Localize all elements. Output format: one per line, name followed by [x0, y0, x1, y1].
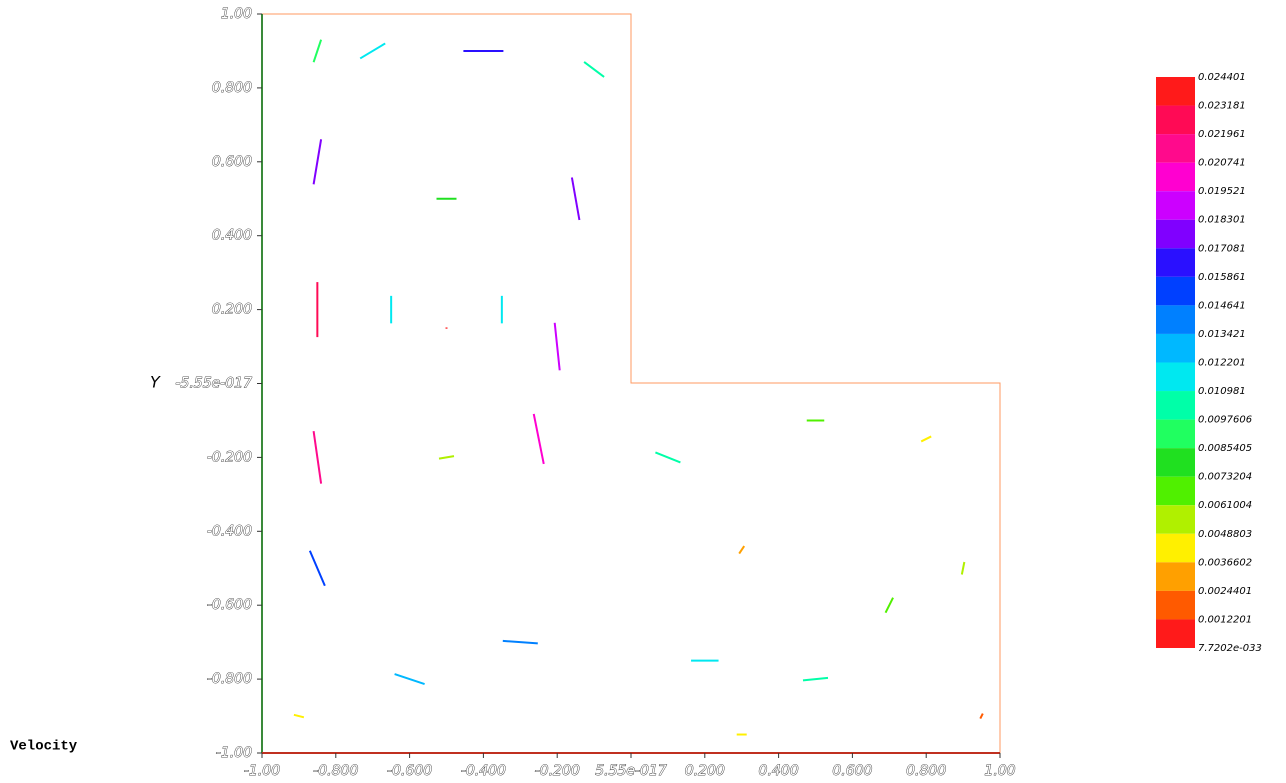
colorbar-band [1156, 191, 1195, 220]
colorbar-band [1156, 134, 1195, 163]
x-tick-label: -1.00 [244, 763, 280, 779]
colorbar-label: 7.7202e-033 [1198, 643, 1262, 654]
colorbar-label: 0.019521 [1198, 186, 1246, 197]
colorbar-band [1156, 590, 1195, 620]
colorbar-band [1156, 419, 1195, 449]
colorbar-band [1156, 162, 1195, 192]
y-tick-label: 0.200 [212, 302, 252, 318]
velocity-vector [532, 413, 545, 465]
colorbar-label: 0.020741 [1198, 158, 1246, 169]
colorbar-band [1156, 391, 1195, 420]
y-tick-label: 0.400 [212, 228, 252, 244]
velocity-vector [359, 42, 386, 60]
y-tick-label: 1.00 [221, 6, 252, 22]
colorbar-label: 0.013421 [1198, 329, 1246, 340]
colorbar-band [1156, 476, 1195, 506]
velocity-vector [502, 639, 538, 645]
x-tick-label: 5.55e-017 [595, 763, 667, 779]
velocity-vector [312, 431, 323, 484]
velocity-vector [583, 61, 605, 78]
colorbar-band [1156, 219, 1195, 249]
y-tick-label: -0.800 [207, 671, 252, 687]
velocity-vector [738, 545, 746, 555]
colorbar-band [1156, 533, 1195, 563]
velocity-vector [553, 322, 561, 371]
colorbar-label: 0.017081 [1198, 243, 1246, 254]
y-tick-label: 0.800 [212, 80, 252, 96]
velocity-vector [312, 139, 323, 185]
velocity-vector [655, 451, 681, 464]
colorbar-band [1156, 276, 1195, 306]
colorbar-band [1156, 333, 1195, 363]
colorbar-band [1156, 505, 1195, 534]
colorbar-label: 0.0085405 [1198, 443, 1252, 454]
velocity-vector [979, 713, 984, 719]
velocity-vector [394, 673, 425, 686]
colorbar-label: 0.015861 [1198, 272, 1246, 283]
colorbar-label: 0.024401 [1198, 72, 1246, 83]
colorbar-band [1156, 562, 1195, 591]
colorbar-band [1156, 362, 1195, 392]
x-tick-label: 0.600 [832, 763, 872, 779]
x-tick-label: -0.400 [461, 763, 506, 779]
x-tick-label: 0.800 [906, 763, 946, 779]
x-tick-label: 1.00 [984, 763, 1015, 779]
colorbar-label: 0.0097606 [1198, 415, 1252, 426]
x-tick-label: 0.200 [685, 763, 725, 779]
colorbar-label: 0.0073204 [1198, 472, 1252, 483]
colorbar-label: 0.014641 [1198, 300, 1246, 311]
velocity-vector [884, 597, 894, 614]
colorbar-label: 0.023181 [1198, 101, 1246, 112]
legend-title: Velocity [10, 739, 78, 755]
colorbar-label: 0.0061004 [1198, 500, 1252, 511]
colorbar-label: 0.0036602 [1198, 557, 1252, 568]
x-tick-label: -0.800 [313, 763, 358, 779]
y-axis-title: Y [150, 373, 161, 392]
y-tick-label: -0.600 [207, 597, 252, 613]
y-tick-label: -5.55e-017 [175, 376, 252, 392]
y-tick-label: -0.400 [207, 523, 252, 539]
colorbar-label: 0.0024401 [1198, 586, 1252, 597]
colorbar-label: 0.0012201 [1198, 614, 1252, 625]
colorbar-band [1156, 619, 1195, 648]
colorbar-band [1156, 248, 1195, 277]
x-tick-label: -0.600 [387, 763, 432, 779]
colorbar-label: 0.010981 [1198, 386, 1246, 397]
y-tick-label: 0.600 [212, 154, 252, 170]
y-tick-label: -0.200 [207, 449, 252, 465]
colorbar-band [1156, 77, 1195, 106]
colorbar-label: 0.021961 [1198, 129, 1246, 140]
x-tick-label: -0.200 [535, 763, 580, 779]
colorbar-band [1156, 448, 1195, 477]
velocity-vector [960, 561, 966, 575]
x-tick-label: 0.400 [759, 763, 799, 779]
velocity-vector [293, 713, 305, 719]
domain-outline [261, 13, 1001, 754]
velocity-vector [802, 676, 829, 682]
colorbar-band [1156, 305, 1195, 334]
velocity-vector [570, 177, 581, 221]
colorbar-label: 0.012201 [1198, 357, 1246, 368]
velocity-vector [438, 455, 455, 460]
colorbar-band [1156, 105, 1195, 135]
colorbar-label: 0.0048803 [1198, 529, 1252, 540]
velocity-vector [312, 39, 323, 63]
velocity-vector [920, 435, 932, 443]
velocity-vector [308, 550, 326, 587]
y-tick-label: -1.00 [216, 745, 252, 761]
colorbar-label: 0.018301 [1198, 215, 1246, 226]
